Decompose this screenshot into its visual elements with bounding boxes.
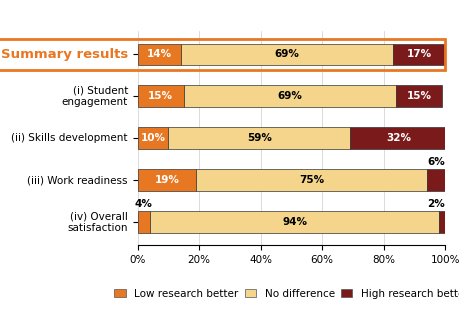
Text: 32%: 32%	[386, 133, 412, 143]
Bar	[181, 44, 393, 65]
Bar	[138, 85, 184, 107]
Bar	[150, 211, 439, 233]
Text: 19%: 19%	[155, 175, 179, 185]
Text: 14%: 14%	[147, 49, 172, 59]
Bar	[138, 169, 196, 191]
Text: 10%: 10%	[140, 133, 166, 143]
Text: 6%: 6%	[427, 157, 445, 167]
Bar	[427, 169, 445, 191]
Text: 69%: 69%	[274, 49, 299, 59]
Text: 69%: 69%	[278, 91, 302, 101]
Bar	[439, 211, 445, 233]
Bar	[138, 211, 150, 233]
Text: 17%: 17%	[407, 49, 431, 59]
Legend: Low research better, No difference, High research better: Low research better, No difference, High…	[114, 289, 459, 299]
Text: 15%: 15%	[407, 91, 431, 101]
Text: 15%: 15%	[148, 91, 173, 101]
Bar	[350, 127, 448, 149]
Bar	[138, 44, 181, 65]
Text: 2%: 2%	[427, 199, 445, 209]
Text: 75%: 75%	[299, 175, 324, 185]
Bar	[196, 169, 427, 191]
Bar	[396, 85, 442, 107]
Bar	[138, 127, 168, 149]
Bar	[184, 85, 396, 107]
Text: 4%: 4%	[135, 199, 153, 209]
Text: 94%: 94%	[282, 217, 307, 227]
Bar	[393, 44, 445, 65]
Bar	[168, 127, 350, 149]
Text: 59%: 59%	[247, 133, 272, 143]
